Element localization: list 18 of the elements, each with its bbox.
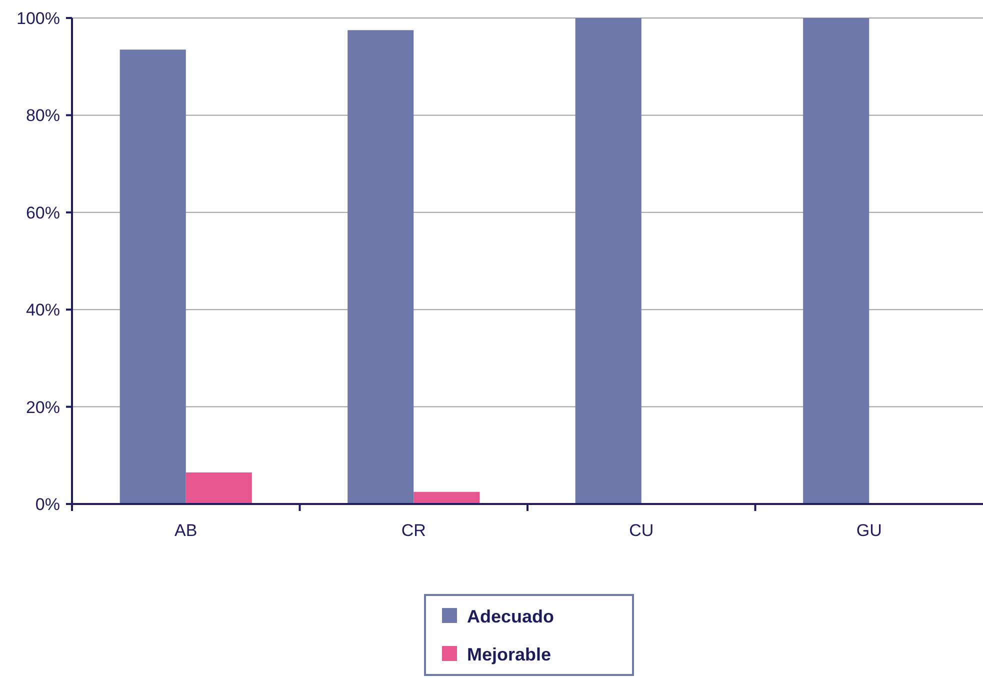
x-tick-label: CU [629, 521, 654, 540]
bar [348, 30, 414, 504]
bar [575, 18, 642, 504]
y-tick-label: 80% [26, 106, 60, 126]
x-tick-label: GU [856, 521, 882, 540]
legend-label: Mejorable [467, 644, 552, 664]
y-tick-label: 0% [35, 494, 60, 514]
bar [414, 492, 480, 504]
bar [120, 50, 186, 504]
bar [803, 18, 870, 504]
y-tick-label: 60% [26, 203, 60, 222]
y-tick-label: 100% [16, 8, 60, 28]
x-tick-label: CR [401, 521, 426, 540]
y-tick-label: 20% [26, 398, 60, 417]
x-tick-label: AB [174, 521, 198, 540]
legend-label: Adecuado [467, 606, 554, 626]
bar [186, 472, 252, 504]
y-tick-label: 40% [26, 300, 60, 320]
